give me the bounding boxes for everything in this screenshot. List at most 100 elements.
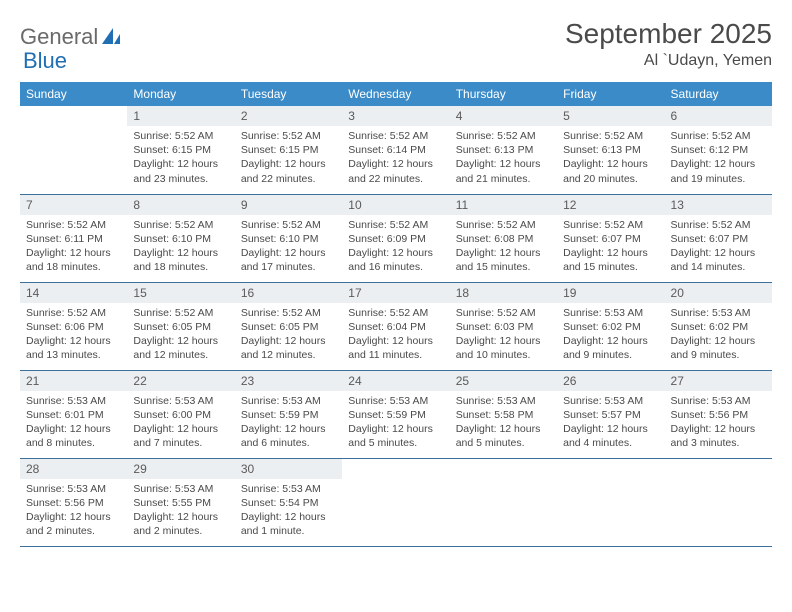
weekday-header-row: Sunday Monday Tuesday Wednesday Thursday…: [20, 82, 772, 106]
calendar-cell: ..: [342, 458, 449, 546]
weekday-header: Wednesday: [342, 82, 449, 106]
day-body: Sunrise: 5:52 AMSunset: 6:07 PMDaylight:…: [665, 215, 772, 281]
calendar-cell: 7Sunrise: 5:52 AMSunset: 6:11 PMDaylight…: [20, 194, 127, 282]
day-body: Sunrise: 5:52 AMSunset: 6:10 PMDaylight:…: [235, 215, 342, 281]
day-number: 21: [20, 371, 127, 391]
day-body: Sunrise: 5:53 AMSunset: 6:00 PMDaylight:…: [127, 391, 234, 457]
calendar-row: 28Sunrise: 5:53 AMSunset: 5:56 PMDayligh…: [20, 458, 772, 546]
day-number: 13: [665, 195, 772, 215]
calendar-cell: 29Sunrise: 5:53 AMSunset: 5:55 PMDayligh…: [127, 458, 234, 546]
calendar-table: Sunday Monday Tuesday Wednesday Thursday…: [20, 82, 772, 547]
day-body: Sunrise: 5:53 AMSunset: 5:56 PMDaylight:…: [20, 479, 127, 545]
calendar-row: 14Sunrise: 5:52 AMSunset: 6:06 PMDayligh…: [20, 282, 772, 370]
day-body: Sunrise: 5:52 AMSunset: 6:13 PMDaylight:…: [557, 126, 664, 192]
calendar-cell: ..: [665, 458, 772, 546]
calendar-cell: 5Sunrise: 5:52 AMSunset: 6:13 PMDaylight…: [557, 106, 664, 194]
day-body: Sunrise: 5:53 AMSunset: 6:02 PMDaylight:…: [557, 303, 664, 369]
day-body: Sunrise: 5:53 AMSunset: 5:59 PMDaylight:…: [235, 391, 342, 457]
calendar-row: 21Sunrise: 5:53 AMSunset: 6:01 PMDayligh…: [20, 370, 772, 458]
calendar-cell: 18Sunrise: 5:52 AMSunset: 6:03 PMDayligh…: [450, 282, 557, 370]
day-number: 30: [235, 459, 342, 479]
day-body: Sunrise: 5:53 AMSunset: 6:02 PMDaylight:…: [665, 303, 772, 369]
day-body: Sunrise: 5:52 AMSunset: 6:04 PMDaylight:…: [342, 303, 449, 369]
day-body: Sunrise: 5:52 AMSunset: 6:08 PMDaylight:…: [450, 215, 557, 281]
day-number: 3: [342, 106, 449, 126]
day-number: 10: [342, 195, 449, 215]
day-number: 17: [342, 283, 449, 303]
day-body: Sunrise: 5:53 AMSunset: 5:57 PMDaylight:…: [557, 391, 664, 457]
calendar-cell: 25Sunrise: 5:53 AMSunset: 5:58 PMDayligh…: [450, 370, 557, 458]
calendar-row: ..1Sunrise: 5:52 AMSunset: 6:15 PMDaylig…: [20, 106, 772, 194]
day-number: 14: [20, 283, 127, 303]
weekday-header: Monday: [127, 82, 234, 106]
weekday-header: Saturday: [665, 82, 772, 106]
calendar-cell: 28Sunrise: 5:53 AMSunset: 5:56 PMDayligh…: [20, 458, 127, 546]
calendar-cell: 14Sunrise: 5:52 AMSunset: 6:06 PMDayligh…: [20, 282, 127, 370]
logo-text-b: Blue: [23, 48, 775, 74]
calendar-cell: 17Sunrise: 5:52 AMSunset: 6:04 PMDayligh…: [342, 282, 449, 370]
day-number: 25: [450, 371, 557, 391]
calendar-cell: 30Sunrise: 5:53 AMSunset: 5:54 PMDayligh…: [235, 458, 342, 546]
calendar-cell: 24Sunrise: 5:53 AMSunset: 5:59 PMDayligh…: [342, 370, 449, 458]
calendar-body: .. 1Sunrise: 5:52 AMSunset: 6:15 PMDaylig…: [20, 106, 772, 546]
day-body: Sunrise: 5:52 AMSunset: 6:09 PMDaylight:…: [342, 215, 449, 281]
calendar-cell: 19Sunrise: 5:53 AMSunset: 6:02 PMDayligh…: [557, 282, 664, 370]
calendar-cell: 4Sunrise: 5:52 AMSunset: 6:13 PMDaylight…: [450, 106, 557, 194]
day-number: 11: [450, 195, 557, 215]
calendar-cell: 6Sunrise: 5:52 AMSunset: 6:12 PMDaylight…: [665, 106, 772, 194]
logo: General: [20, 18, 124, 50]
day-number: 1: [127, 106, 234, 126]
calendar-cell: 1Sunrise: 5:52 AMSunset: 6:15 PMDaylight…: [127, 106, 234, 194]
calendar-row: 7Sunrise: 5:52 AMSunset: 6:11 PMDaylight…: [20, 194, 772, 282]
day-body: Sunrise: 5:52 AMSunset: 6:13 PMDaylight:…: [450, 126, 557, 192]
day-body: Sunrise: 5:52 AMSunset: 6:14 PMDaylight:…: [342, 126, 449, 192]
calendar-cell: 27Sunrise: 5:53 AMSunset: 5:56 PMDayligh…: [665, 370, 772, 458]
logo-text-a: General: [20, 24, 98, 50]
day-body: Sunrise: 5:53 AMSunset: 5:58 PMDaylight:…: [450, 391, 557, 457]
day-number: 16: [235, 283, 342, 303]
calendar-cell: 11Sunrise: 5:52 AMSunset: 6:08 PMDayligh…: [450, 194, 557, 282]
day-number: 6: [665, 106, 772, 126]
day-number: 18: [450, 283, 557, 303]
day-number: 12: [557, 195, 664, 215]
day-number: 22: [127, 371, 234, 391]
calendar-cell: 21Sunrise: 5:53 AMSunset: 6:01 PMDayligh…: [20, 370, 127, 458]
day-number: 20: [665, 283, 772, 303]
calendar-cell: 2Sunrise: 5:52 AMSunset: 6:15 PMDaylight…: [235, 106, 342, 194]
day-body: Sunrise: 5:52 AMSunset: 6:12 PMDaylight:…: [665, 126, 772, 192]
day-body: Sunrise: 5:52 AMSunset: 6:07 PMDaylight:…: [557, 215, 664, 281]
day-body: Sunrise: 5:53 AMSunset: 5:56 PMDaylight:…: [665, 391, 772, 457]
calendar-cell: 10Sunrise: 5:52 AMSunset: 6:09 PMDayligh…: [342, 194, 449, 282]
day-body: Sunrise: 5:53 AMSunset: 5:54 PMDaylight:…: [235, 479, 342, 545]
day-number: 2: [235, 106, 342, 126]
day-number: 19: [557, 283, 664, 303]
day-body: Sunrise: 5:52 AMSunset: 6:10 PMDaylight:…: [127, 215, 234, 281]
day-body: Sunrise: 5:53 AMSunset: 6:01 PMDaylight:…: [20, 391, 127, 457]
calendar-cell: ..: [450, 458, 557, 546]
month-title: September 2025: [565, 18, 772, 50]
weekday-header: Thursday: [450, 82, 557, 106]
calendar-cell: 15Sunrise: 5:52 AMSunset: 6:05 PMDayligh…: [127, 282, 234, 370]
day-body: Sunrise: 5:52 AMSunset: 6:11 PMDaylight:…: [20, 215, 127, 281]
day-body: Sunrise: 5:52 AMSunset: 6:03 PMDaylight:…: [450, 303, 557, 369]
calendar-cell: ..: [557, 458, 664, 546]
day-number: 5: [557, 106, 664, 126]
day-number: 24: [342, 371, 449, 391]
day-body: Sunrise: 5:52 AMSunset: 6:15 PMDaylight:…: [235, 126, 342, 192]
day-body: Sunrise: 5:52 AMSunset: 6:05 PMDaylight:…: [235, 303, 342, 369]
day-number: 8: [127, 195, 234, 215]
day-number: 7: [20, 195, 127, 215]
calendar-cell: 13Sunrise: 5:52 AMSunset: 6:07 PMDayligh…: [665, 194, 772, 282]
calendar-cell: 22Sunrise: 5:53 AMSunset: 6:00 PMDayligh…: [127, 370, 234, 458]
calendar-cell: 26Sunrise: 5:53 AMSunset: 5:57 PMDayligh…: [557, 370, 664, 458]
day-number: 26: [557, 371, 664, 391]
day-number: 15: [127, 283, 234, 303]
day-number: 27: [665, 371, 772, 391]
day-body: Sunrise: 5:53 AMSunset: 5:55 PMDaylight:…: [127, 479, 234, 545]
calendar-cell: 23Sunrise: 5:53 AMSunset: 5:59 PMDayligh…: [235, 370, 342, 458]
day-body: Sunrise: 5:52 AMSunset: 6:06 PMDaylight:…: [20, 303, 127, 369]
day-number: 28: [20, 459, 127, 479]
calendar-cell: 8Sunrise: 5:52 AMSunset: 6:10 PMDaylight…: [127, 194, 234, 282]
day-number: 9: [235, 195, 342, 215]
weekday-header: Sunday: [20, 82, 127, 106]
